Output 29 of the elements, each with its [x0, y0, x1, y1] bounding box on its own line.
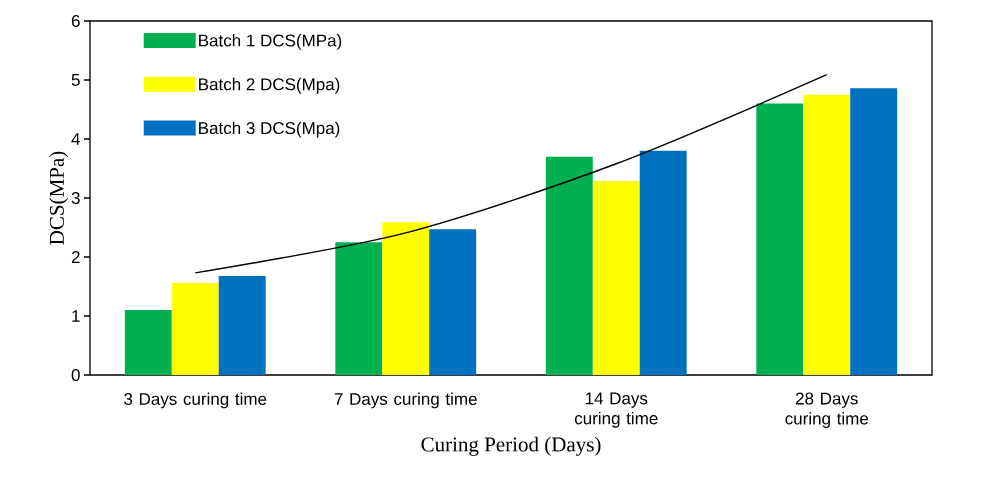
bar: [124, 310, 172, 375]
bar: [850, 88, 898, 375]
bar: [335, 242, 383, 375]
x-tick-label: 3 Days curing time: [124, 392, 267, 409]
legend-label: Batch 1 DCS(MPa): [199, 34, 342, 50]
line-series: [194, 73, 828, 274]
y-tick-label: 2: [71, 251, 80, 263]
x-tick-label: 28 Days curing time: [785, 392, 869, 428]
x-tick-label: 14 Days curing time: [574, 392, 658, 428]
bar: [171, 282, 219, 375]
x-tick-label: 7 Days curing time: [334, 392, 477, 409]
x-axis-title: Curing Period (Days): [421, 436, 601, 456]
y-tick-label: 1: [72, 310, 80, 322]
y-tick-label: 0: [71, 368, 80, 382]
y-tick-label: 5: [71, 74, 80, 86]
bar: [429, 229, 477, 375]
bar: [218, 275, 266, 375]
bar: [803, 94, 851, 375]
bar: [639, 150, 687, 375]
bar: [756, 103, 804, 375]
bar: [382, 222, 430, 375]
bar: [592, 180, 640, 375]
y-tick-label: 3: [71, 191, 80, 205]
bar: [545, 156, 593, 375]
y-axis-title: DCS(MPa): [49, 151, 69, 245]
legend-label: Batch 2 DCS(Mpa): [199, 77, 340, 94]
y-tick-label: 4: [71, 133, 80, 145]
legend-label: Batch 3 DCS(Mpa): [199, 121, 340, 138]
y-tick-label: 6: [71, 14, 80, 28]
